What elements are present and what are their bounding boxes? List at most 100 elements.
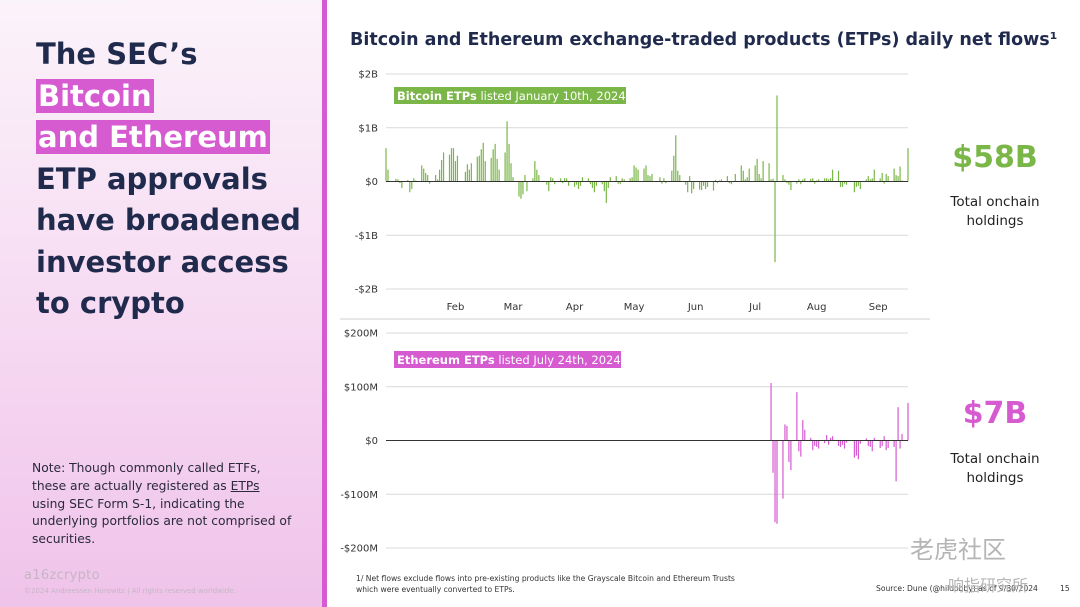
etps-link[interactable]: ETPs: [230, 478, 260, 493]
bitcoin-flow-bar: [425, 172, 427, 182]
bitcoin-flow-bar: [615, 176, 617, 182]
bitcoin-flow-bar: [548, 181, 550, 192]
bitcoin-flow-bar: [476, 156, 478, 182]
bitcoin-flow-bar: [873, 169, 875, 182]
bitcoin-flow-bar: [895, 175, 897, 182]
bitcoin-flow-bar: [466, 164, 468, 182]
ethereum-flow-bar: [859, 440, 861, 444]
bitcoin-flow-bar: [772, 178, 774, 182]
ethereum-flow-bar: [831, 436, 834, 441]
bitcoin-flow-bar: [831, 169, 834, 182]
page-number: 15: [1060, 584, 1070, 593]
bitcoin-flow-bar: [812, 178, 814, 182]
bitcoin-flow-bar: [700, 181, 703, 191]
bitcoin-flow-bar: [518, 181, 520, 197]
ethereum-flow-bar: [786, 425, 788, 441]
ethereum-flow-bar: [887, 440, 889, 449]
bitcoin-flow-bar: [442, 152, 445, 182]
bitcoin-flow-bar: [407, 179, 409, 182]
bitcoin-flow-bar: [482, 142, 484, 182]
bitcoin-flow-bar: [675, 135, 677, 182]
bitcoin-flow-bar: [546, 181, 548, 185]
ethereum-flow-bar: [810, 437, 812, 441]
ethereum-flow-bar: [853, 440, 856, 458]
ethereum-flow-bar: [818, 440, 820, 449]
ethereum-flow-bar: [774, 440, 776, 523]
bitcoin-y-axis: $2B $1B $0 -$1B -$2B: [355, 70, 378, 296]
bitcoin-flow-bar: [607, 181, 609, 188]
bitcoin-flow-bar: [887, 176, 889, 182]
bitcoin-flow-bar: [756, 158, 758, 182]
bitcoin-flow-bar: [649, 176, 651, 182]
bitcoin-flow-bar: [758, 173, 760, 182]
ethereum-flow-bar: [879, 440, 881, 449]
bitcoin-flow-bar: [564, 178, 566, 182]
ethereum-flow-bar: [881, 440, 883, 446]
bitcoin-flow-bar: [865, 179, 867, 182]
bitcoin-flow-bar: [470, 163, 472, 182]
bitcoin-x-tick-label: May: [624, 302, 645, 313]
ethereum-flow-bar: [782, 440, 784, 499]
bitcoin-annotation-bold: Bitcoin ETPs: [397, 89, 477, 103]
bitcoin-flow-bar: [635, 167, 637, 182]
bitcoin-flow-bar: [490, 157, 492, 182]
bitcoin-flow-bar: [506, 121, 508, 182]
bitcoin-flow-bar: [496, 158, 498, 182]
bitcoin-flow-bar: [824, 178, 826, 182]
bitcoin-flow-bar: [577, 181, 580, 190]
bitcoin-flow-bar: [907, 148, 909, 182]
bitcoin-flow-bar: [566, 178, 568, 182]
headline-line6: to crypto: [36, 286, 185, 320]
bitcoin-flow-bar: [790, 181, 792, 191]
bitcoin-flow-bar: [397, 179, 399, 182]
bitcoin-flow-bar: [494, 143, 496, 182]
ethereum-flow-bar: [871, 440, 873, 452]
ethereum-flow-bar: [839, 440, 842, 447]
bitcoin-flow-bar: [504, 152, 506, 182]
headline-line4: have broadened: [36, 203, 301, 237]
bitcoin-flow-bar: [589, 181, 592, 185]
headline-highlight-ethereum: and Ethereum: [36, 120, 270, 154]
bitcoin-y-tick-label: -$2B: [355, 285, 378, 296]
bitcoin-flow-bar: [893, 168, 895, 182]
footnote: 1/ Net flows exclude flows into pre-exis…: [356, 574, 735, 594]
bitcoin-flow-bar: [879, 178, 881, 182]
ethereum-flow-bar: [865, 438, 867, 441]
bitcoin-flow-bar: [768, 163, 770, 182]
bitcoin-flow-bar: [522, 181, 524, 195]
flows-chart: $2B $1B $0 -$1B -$2B Feb Mar Apr May Jun Jul Aug Se…: [340, 70, 930, 555]
bitcoin-flow-bar: [802, 179, 804, 182]
bitcoin-flow-bar: [554, 181, 556, 185]
bitcoin-flow-bar: [468, 169, 470, 182]
bitcoin-flow-bar: [536, 169, 538, 182]
bitcoin-flow-bar: [693, 181, 695, 190]
ethereum-flow-bar: [788, 440, 790, 462]
ethereum-flow-bar: [776, 440, 778, 524]
source-note: Source: Dune (@hildobby) as of 9/30/2024: [876, 584, 1038, 593]
bitcoin-flow-bar: [492, 149, 494, 182]
bitcoin-flow-bar: [421, 165, 423, 182]
bitcoin-flow-bar: [526, 181, 528, 192]
bitcoin-flow-bar: [387, 169, 389, 182]
ethereum-flow-bar: [800, 440, 802, 457]
bitcoin-flow-bar: [742, 170, 744, 182]
ethereum-y-tick-label: -$100M: [340, 490, 378, 501]
ethereum-flow-bar: [802, 420, 804, 441]
a16zcrypto-logo: a16zcrypto: [24, 568, 100, 583]
bitcoin-flow-bar: [712, 181, 715, 191]
bitcoin-flow-bar: [748, 168, 750, 182]
bitcoin-kpi-label: Total onchain holdings: [950, 194, 1040, 229]
bitcoin-flow-bar: [857, 181, 859, 186]
bitcoin-flow-bar: [562, 181, 564, 184]
bitcoin-flow-bar: [839, 181, 842, 187]
bitcoin-flow-bar: [478, 155, 480, 182]
ethereum-annotation-bold: Ethereum ETPs: [397, 353, 495, 367]
bitcoin-flow-bar: [510, 163, 512, 182]
ethereum-bars: [770, 382, 909, 524]
bitcoin-flow-bar: [643, 168, 645, 182]
bitcoin-flow-bar: [532, 178, 534, 182]
bitcoin-flow-bar: [575, 181, 578, 185]
bitcoin-flow-bar: [645, 165, 647, 182]
bitcoin-flow-bar: [814, 181, 816, 184]
bitcoin-flow-bar: [498, 169, 500, 182]
